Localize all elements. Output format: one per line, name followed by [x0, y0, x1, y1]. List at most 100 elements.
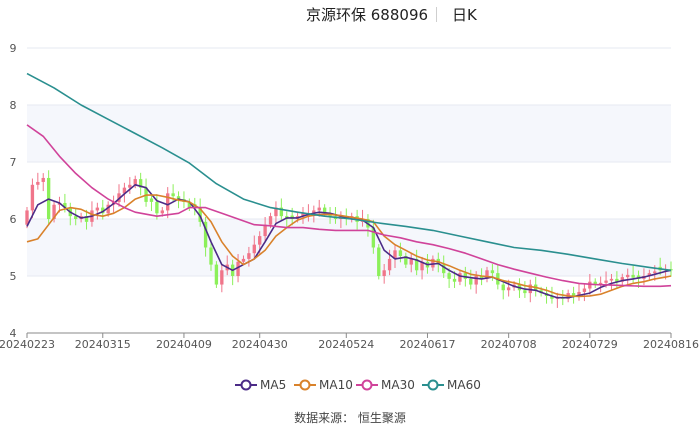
candle-body [220, 270, 224, 285]
candle-body [615, 278, 619, 282]
candle-body [101, 207, 105, 214]
candle-body [463, 273, 468, 279]
candle-body [203, 221, 208, 248]
candle-body [609, 278, 614, 281]
candle-body [41, 177, 45, 182]
candle-body [171, 193, 175, 197]
candle-body [582, 288, 587, 292]
candle-body [420, 261, 424, 271]
period-label: 日K [452, 6, 477, 24]
chart-header: 京源环保 688096 日K [0, 0, 700, 28]
y-tick-label: 5 [10, 270, 17, 283]
candle-body [258, 236, 262, 245]
candle-body [160, 210, 164, 214]
candle-body [209, 247, 213, 265]
candlestick-chart: 4 5 6 7 8 9 20240223 20240315 20240409 20240430 20… [0, 42, 699, 351]
candle-body [523, 290, 527, 294]
candle-body [198, 207, 202, 222]
candle-body [501, 284, 505, 291]
x-tick-label: 20240430 [232, 338, 288, 351]
candle-body [52, 204, 56, 219]
candle-body [133, 179, 137, 185]
legend-label: MA10 [319, 378, 353, 392]
candle-body [442, 264, 446, 274]
candle-body [382, 270, 386, 276]
candle-body [25, 210, 29, 225]
x-tick-label: 20240409 [156, 338, 212, 351]
candle-body [138, 179, 143, 188]
candle-body [84, 216, 89, 222]
candle-body [117, 193, 121, 202]
candle-body [653, 271, 657, 274]
chart-title: 京源环保 688096 [306, 6, 429, 24]
candle-body [479, 276, 484, 279]
candle-body [149, 198, 154, 202]
y-tick-label: 8 [10, 99, 17, 112]
candle-body [636, 275, 641, 279]
legend-marker [356, 379, 378, 391]
candle-body [387, 258, 392, 271]
data-source: 数据来源： 恒生聚源 [294, 411, 406, 425]
candle-body [236, 261, 240, 276]
candle-body [550, 295, 554, 299]
candle-body [598, 282, 603, 285]
candle-body [74, 216, 78, 219]
candle-body [322, 207, 327, 214]
x-tick-label: 20240708 [481, 338, 537, 351]
y-tick-label: 7 [10, 156, 17, 169]
y-tick-label: 4 [10, 327, 17, 340]
candle-body [626, 274, 630, 278]
legend-marker [294, 379, 316, 391]
y-tick-label: 6 [10, 213, 17, 226]
candle-body [571, 293, 576, 296]
candle-body [528, 284, 532, 294]
legend-label: MA30 [381, 378, 415, 392]
candle-body [577, 291, 581, 296]
candle-body [620, 277, 624, 282]
candle-body [106, 204, 110, 214]
ma-line-ma30 [26, 124, 672, 288]
candle-body [593, 281, 597, 285]
candle-body [393, 250, 397, 259]
candle-body [377, 247, 381, 276]
x-tick-label: 20240816 [643, 338, 699, 351]
legend-marker [422, 379, 444, 391]
candle-body [155, 201, 159, 214]
x-tick-label: 20240524 [318, 338, 374, 351]
x-tick-label: 20240315 [75, 338, 131, 351]
candle-body [30, 184, 35, 211]
candle-body [458, 273, 462, 282]
candle-body [176, 196, 181, 200]
candle-body [452, 278, 457, 282]
candle-body [588, 281, 592, 289]
candle-body [95, 207, 100, 211]
candle-body [122, 187, 127, 194]
candle-body [631, 274, 635, 278]
candle-body [371, 227, 376, 248]
x-tick-label: 20240729 [562, 338, 618, 351]
chart-legend: MA5 MA10 MA30 MA60 [0, 376, 700, 396]
candle-body [128, 184, 132, 188]
candle-body [414, 258, 419, 271]
title-separator [436, 7, 437, 22]
candle-body [312, 210, 316, 214]
ma-line-ma10 [26, 194, 672, 298]
candle-body [604, 280, 608, 283]
candle-body [317, 207, 321, 211]
candle-body [398, 250, 403, 257]
grid-band [27, 105, 671, 162]
candle-body [404, 256, 408, 265]
candle-body [447, 273, 451, 279]
x-tick-label: 20240617 [399, 338, 455, 351]
grid-band [27, 219, 671, 276]
candle-body [506, 287, 511, 291]
candle-body [268, 216, 273, 225]
y-tick-label: 9 [10, 42, 17, 55]
candle-body [214, 264, 219, 285]
candle-body [63, 203, 67, 208]
candle-body [247, 253, 251, 259]
candle-body [252, 244, 256, 254]
candle-body [274, 207, 278, 217]
ma-line-ma60 [26, 72, 672, 272]
candle-body [187, 201, 192, 208]
